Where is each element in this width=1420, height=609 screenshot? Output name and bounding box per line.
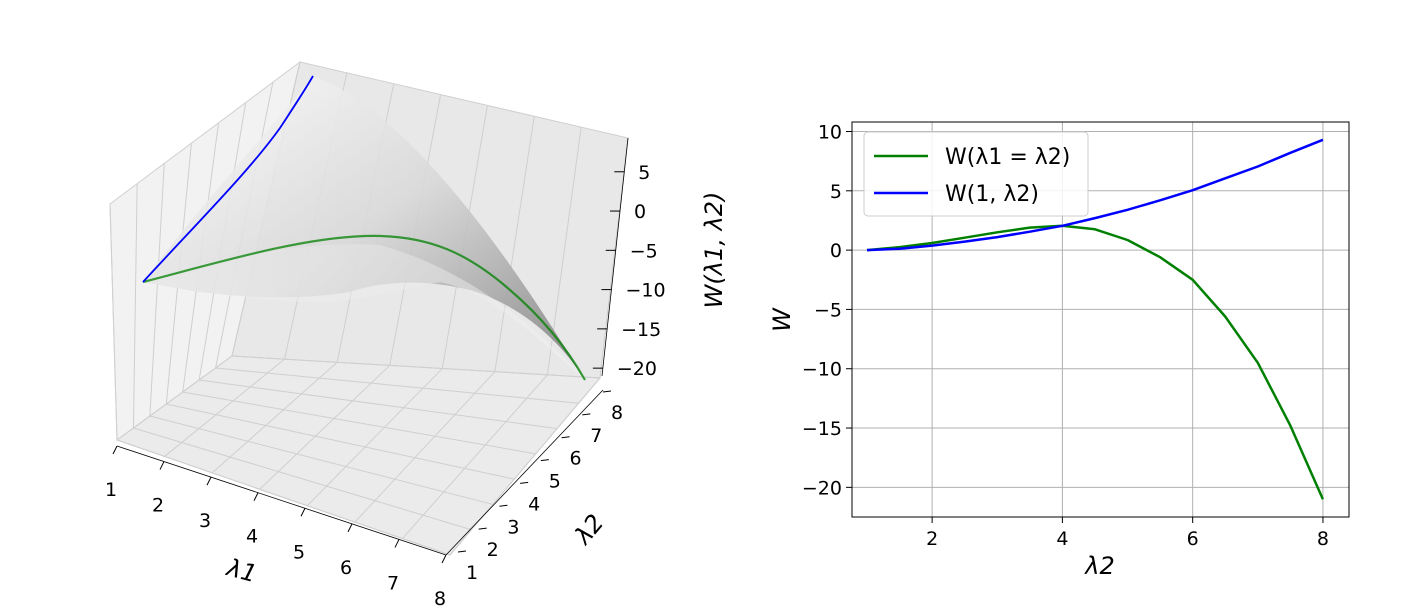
- y-axis-label: W: [768, 307, 796, 332]
- lambda2-tick-label: 6: [570, 448, 582, 470]
- floor-gridline: [449, 377, 601, 556]
- floor-gridline: [211, 361, 338, 474]
- surface-lower: [143, 244, 585, 380]
- lambda1-tick-label: 1: [105, 479, 117, 501]
- lambda2-tick: [520, 481, 529, 484]
- y-tick-label: 0: [830, 240, 842, 262]
- floor-gridline: [149, 415, 493, 505]
- lambda1-tick: [441, 554, 447, 564]
- surface: [143, 76, 585, 380]
- lambda2-tick: [457, 550, 467, 553]
- lambda1-tick-label: 3: [199, 510, 211, 532]
- lambda1-tick-label: 8: [434, 588, 446, 609]
- w-tick-label: −20: [617, 358, 657, 380]
- lambda1-tick-label: 4: [246, 526, 258, 548]
- curve-w-1-lambda2: [142, 75, 314, 283]
- wall-gridline: [149, 163, 165, 417]
- y-tick-label: 5: [830, 181, 842, 203]
- wall-gridline: [109, 203, 118, 441]
- lambda1-tick: [206, 476, 212, 486]
- lambda2-axis-line: [445, 389, 604, 556]
- floor-gridline: [354, 371, 496, 523]
- lambda2-tick: [561, 436, 570, 439]
- lambda1-tick-label: 6: [340, 557, 352, 579]
- w-tick-label: −15: [621, 319, 661, 341]
- floor-gridline: [166, 403, 515, 480]
- line-plot-2d: 2 4 6 8 10 5 0 −5 −10 −15 −20 λ2 W W(λ1 = λ2) W(1,…: [768, 121, 1350, 580]
- lambda2-tick-label: 4: [528, 493, 540, 515]
- y-tick-label: −15: [802, 418, 842, 440]
- floor-gridline: [116, 439, 451, 556]
- lambda1-tick: [347, 523, 353, 533]
- lambda1-tick-label: 5: [293, 541, 305, 563]
- lambda1-tick: [394, 539, 400, 548]
- lambda1-tick-label: 7: [387, 572, 399, 594]
- lambda1-axis-label: λ1: [222, 553, 260, 588]
- legend-label-blue: W(1, λ2): [945, 182, 1039, 207]
- floor-gridline: [116, 355, 233, 441]
- w-tick-label: −5: [630, 240, 658, 262]
- lambda2-tick: [602, 390, 612, 393]
- floor-gridline: [402, 374, 548, 539]
- ticks-2d: 2 4 6 8 10 5 0 −5 −10 −15 −20: [802, 121, 1329, 550]
- lambda1-axis-line: [116, 445, 447, 556]
- series-line-green: [866, 224, 1325, 500]
- lambda2-tick: [582, 413, 591, 416]
- w-axis-label: W(λ1, λ2): [700, 192, 728, 309]
- lambda2-axis-label: λ2: [568, 509, 610, 551]
- series-line-blue: [866, 138, 1324, 252]
- y-tick-label: −20: [802, 477, 842, 499]
- series-lines: [866, 138, 1325, 500]
- lambda2-tick-label: 5: [549, 471, 561, 493]
- floor-gridline: [306, 368, 443, 507]
- x-tick-label: 6: [1187, 528, 1199, 550]
- lambda2-tick-label: 3: [507, 516, 519, 538]
- floor-gridline: [199, 379, 558, 430]
- lambda2-tick-label: 2: [487, 539, 499, 561]
- lambda1-tick: [112, 445, 118, 455]
- x-axis-label: λ2: [1083, 552, 1114, 580]
- legend: W(λ1 = λ2) W(1, λ2): [863, 131, 1089, 217]
- legend-label-green: W(λ1 = λ2): [945, 145, 1070, 170]
- curve-w-lambda1-eq-lambda2: [142, 234, 586, 381]
- lambda1-tick: [253, 492, 259, 501]
- wall-gridline: [494, 116, 535, 372]
- y-tick-label: 10: [818, 121, 842, 143]
- x-tick-label: 2: [926, 528, 938, 550]
- floor-gridline: [215, 367, 579, 404]
- floor-gridline: [164, 358, 285, 457]
- plot-frame: [851, 121, 1350, 518]
- lambda1-tick: [300, 508, 306, 517]
- lambda1-tick: [159, 461, 165, 470]
- w-tick-label: −10: [625, 280, 665, 302]
- y-tick-label: −10: [802, 359, 842, 381]
- w-axis-line: [601, 137, 629, 377]
- floor-gridline: [259, 365, 391, 490]
- wall-gridline: [132, 183, 138, 429]
- lambda2-tick: [540, 459, 549, 462]
- lambda1-tick-label: 2: [152, 495, 164, 517]
- lambda2-tick: [478, 527, 487, 530]
- w-tick-label: 5: [638, 162, 650, 184]
- floor-gridline: [133, 427, 472, 531]
- y-tick-label: −5: [814, 299, 842, 321]
- x-tick-label: 8: [1317, 528, 1329, 550]
- x-tick-label: 4: [1056, 528, 1068, 550]
- legend-box: [863, 131, 1089, 217]
- floor-gridline: [231, 355, 601, 379]
- floor-gridline: [182, 391, 536, 455]
- lambda2-tick-label: 7: [590, 425, 602, 447]
- w-tick-label: 0: [634, 201, 646, 223]
- lambda2-tick-label: 1: [466, 562, 478, 584]
- lambda2-tick-label: 8: [611, 402, 623, 424]
- lambda2-tick: [499, 504, 508, 507]
